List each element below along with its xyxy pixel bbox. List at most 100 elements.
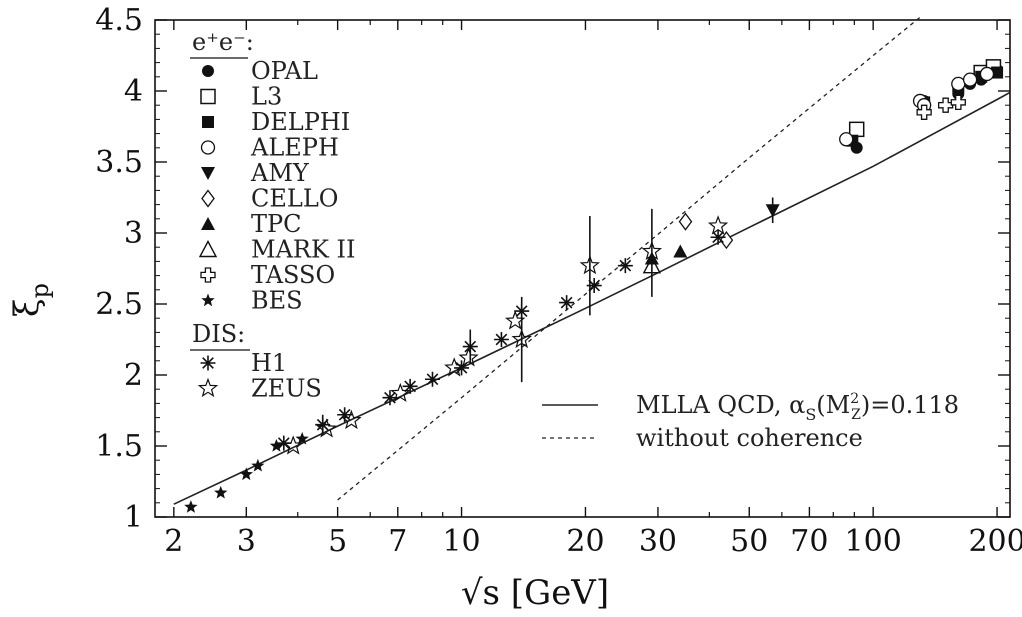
point-h1: [514, 303, 530, 319]
legend-marker: [200, 355, 216, 371]
legend-marker: [200, 140, 216, 155]
x-axis-label: √s [GeV]: [461, 573, 609, 613]
x-tick-label: 70: [790, 524, 828, 559]
legend-marker: [201, 293, 215, 307]
curve-legend-label: without coherence: [636, 424, 863, 452]
y-tick-label: 3: [124, 216, 143, 251]
curve-legend-label-part: MLLA QCD, α: [636, 391, 805, 419]
curve-legend-label-part: (M: [816, 391, 850, 419]
point-h1: [424, 371, 440, 387]
point-zeus: [579, 255, 601, 275]
y-axis-label-subscript: p: [26, 283, 54, 298]
x-tick-label: 3: [237, 524, 256, 559]
point-h1: [315, 417, 331, 433]
point-zeus: [707, 215, 729, 235]
y-tick-label: 4: [124, 74, 143, 109]
curve-legend-label-part: Z: [851, 407, 861, 423]
point-h1: [559, 295, 575, 311]
point-h1: [710, 229, 726, 245]
point-aleph: [839, 132, 854, 147]
legend-entry: CELLO: [251, 185, 338, 213]
x-tick-label: 5: [328, 524, 347, 559]
legend-entry: MARK II: [251, 236, 356, 264]
legend-marker: [200, 267, 216, 283]
legend-marker: [201, 189, 215, 208]
point-h1: [586, 278, 602, 294]
y-axis-label-main: ξ: [7, 298, 47, 317]
legend-marker: [201, 217, 215, 230]
point-aleph: [962, 72, 978, 87]
point-zeus: [511, 328, 532, 349]
point-bes: [269, 439, 284, 452]
point-bes: [184, 500, 198, 513]
point-tasso: [937, 97, 954, 113]
legend-marker: [201, 167, 215, 180]
y-tick-label: 2.5: [95, 287, 143, 322]
point-h1: [617, 258, 633, 274]
point-tasso: [916, 104, 932, 120]
point-zeus: [444, 357, 465, 377]
curve-legend-label-part: S: [805, 405, 816, 424]
x-tick-label: 100: [845, 524, 902, 559]
legend-entry: ZEUS: [251, 375, 322, 403]
point-h1: [493, 332, 509, 347]
x-tick-label: 20: [566, 524, 604, 559]
point-delphi: [991, 66, 1004, 79]
x-tick-label: 50: [730, 524, 768, 559]
point-l3: [848, 121, 865, 138]
y-tick-label: 4.5: [95, 3, 143, 38]
x-tick-label: 10: [442, 524, 480, 559]
x-tick-label: 30: [639, 524, 677, 559]
legend-group-heading: e⁺e⁻:: [192, 28, 254, 56]
legend-entry: BES: [251, 287, 303, 315]
y-tick-label: 2: [124, 358, 143, 393]
legend-entry: L3: [251, 83, 282, 111]
point-zeus: [390, 382, 411, 403]
point-h1: [382, 390, 398, 406]
theory-curves: [173, 16, 1011, 505]
point-cello: [678, 212, 693, 231]
x-tick-label: 7: [388, 524, 407, 559]
point-cello: [719, 231, 734, 250]
point-h1: [462, 339, 478, 355]
point-h1: [402, 378, 418, 394]
legend-marker: [197, 377, 219, 398]
solid-curve: [173, 91, 1011, 505]
legend-entry: TASSO: [251, 261, 335, 289]
legend-entry: ALEPH: [250, 134, 339, 162]
y-tick-label: 1.5: [95, 429, 143, 464]
curve-legend-label-part: )=0.118: [861, 391, 959, 419]
curve-legend-label-part: 2: [850, 391, 859, 407]
legend-marker: [198, 240, 218, 258]
plot-frame: [154, 19, 1011, 518]
point-bes: [295, 431, 309, 445]
legend-marker: [202, 65, 214, 77]
curve-legend-label: MLLA QCD, αS(M2 Z)=0.118: [636, 391, 959, 424]
legend-entry: H1: [251, 349, 287, 377]
point-mark-ii: [642, 256, 662, 274]
legend-marker: [202, 116, 214, 128]
x-tick-label: 2: [164, 524, 183, 559]
y-axis-label: ξp: [7, 283, 54, 317]
point-h1: [337, 407, 353, 423]
point-aleph: [979, 66, 995, 82]
point-tpc: [673, 244, 688, 258]
legend-entry: DELPHI: [251, 108, 350, 136]
dashed-curve: [337, 16, 921, 501]
point-zeus: [341, 409, 362, 430]
point-tasso: [950, 94, 966, 111]
point-bes: [251, 458, 265, 472]
point-bes: [214, 485, 228, 499]
legend-group-heading: DIS:: [192, 320, 245, 348]
axis-ticks: 2 3 5 7 10 20 30 50 70 100 200 1 1.5 2 2.5 3 3.5 4 4.5: [95, 3, 1022, 559]
point-zeus: [283, 435, 304, 455]
data-points: [184, 59, 1004, 513]
point-zeus: [458, 347, 479, 367]
legend-entry: AMY: [250, 159, 310, 187]
point-zeus: [641, 240, 663, 261]
point-aleph: [951, 76, 966, 92]
y-tick-label: 3.5: [95, 145, 143, 180]
